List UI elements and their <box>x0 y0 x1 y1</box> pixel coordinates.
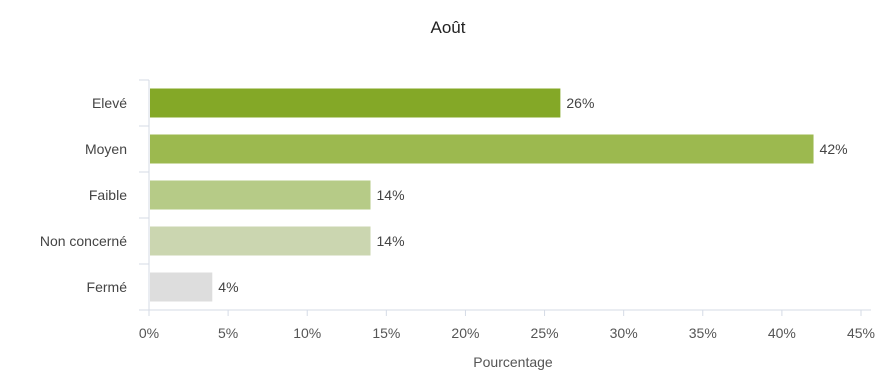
chart-title: Août <box>431 18 466 37</box>
x-tick-label: 30% <box>610 325 638 341</box>
x-tick-label: 10% <box>293 325 321 341</box>
data-label: 14% <box>377 187 405 203</box>
bar-4[interactable] <box>150 272 213 302</box>
category-labels: Elevé Moyen Faible Non concerné Fermé <box>40 95 127 295</box>
x-tick-label: 40% <box>768 325 796 341</box>
data-labels: 26% 42% 14% 14% 4% <box>218 95 847 295</box>
x-axis-title: Pourcentage <box>473 354 553 370</box>
x-tick-label: 5% <box>218 325 238 341</box>
bar-2[interactable] <box>150 180 371 210</box>
category-label: Fermé <box>87 279 128 295</box>
data-label: 42% <box>820 141 848 157</box>
x-tick-label: 0% <box>139 325 159 341</box>
data-label: 26% <box>566 95 594 111</box>
bar-1[interactable] <box>150 134 814 164</box>
data-label: 4% <box>218 279 238 295</box>
x-axis-ticks: 0% 5% 10% 15% 20% 25% 30% 35% 40% 45% <box>139 310 875 341</box>
x-tick-label: 45% <box>847 325 875 341</box>
y-axis-ticks <box>139 79 149 311</box>
bar-3[interactable] <box>150 226 371 256</box>
x-tick-label: 25% <box>531 325 559 341</box>
x-tick-label: 15% <box>372 325 400 341</box>
data-label: 14% <box>377 233 405 249</box>
category-label: Elevé <box>92 95 127 111</box>
category-label: Faible <box>89 187 127 203</box>
category-label: Non concerné <box>40 233 127 249</box>
x-tick-label: 20% <box>451 325 479 341</box>
bars-group <box>150 88 814 302</box>
x-tick-label: 35% <box>689 325 717 341</box>
category-label: Moyen <box>85 141 127 157</box>
bar-0[interactable] <box>150 88 561 118</box>
